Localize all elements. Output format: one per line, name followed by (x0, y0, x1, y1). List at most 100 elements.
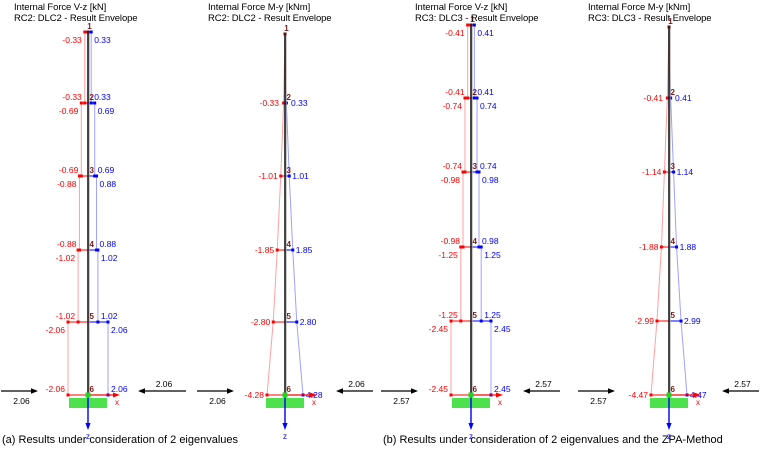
node-number: 1 (668, 17, 673, 26)
value-label: 2.06 (111, 325, 128, 335)
force-value-label: 2.06 (209, 396, 226, 406)
envelope-marker (271, 320, 275, 324)
base-node-marker (468, 392, 474, 398)
node-number: 4 (287, 240, 292, 249)
value-label: -0.33 (260, 98, 280, 108)
force-arrow-head (523, 388, 530, 394)
top-node-marker (86, 30, 90, 34)
panel-title-my-rc2: Internal Force M-y [kNm] RC2: DLC2 - Res… (208, 2, 332, 24)
value-label: 0.41 (477, 87, 494, 97)
node-number: 5 (671, 311, 676, 320)
value-label: -4.47 (629, 390, 649, 400)
value-label: -1.25 (438, 250, 458, 260)
envelope-marker (475, 96, 479, 100)
envelope-marker (672, 170, 676, 174)
value-label: -2.06 (46, 325, 66, 335)
node-number: 1 (87, 22, 92, 31)
z-axis-label: z (469, 432, 473, 441)
caption-b: (b) Results under consideration of 2 eig… (383, 434, 723, 446)
force-arrow-head (722, 388, 729, 394)
z-axis-arrowhead (282, 423, 288, 430)
value-label: -1.01 (258, 171, 278, 181)
envelope-marker (675, 245, 679, 249)
envelope-marker (287, 174, 291, 178)
envelope-marker (66, 393, 70, 397)
node-number: 3 (671, 162, 676, 171)
value-label: 0.41 (675, 93, 692, 103)
value-label: -2.99 (635, 316, 655, 326)
envelope-marker (659, 245, 663, 249)
node-number: 3 (287, 166, 292, 175)
node-number: 6 (671, 385, 676, 394)
node-number: 4 (90, 240, 95, 249)
panel-title-line2: RC2: DLC2 - Result Envelope (208, 13, 332, 24)
envelope-marker (83, 30, 87, 34)
node-number: 5 (287, 312, 292, 321)
envelope-marker (282, 101, 286, 105)
value-label: -2.06 (46, 384, 66, 394)
value-label: -0.41 (445, 87, 465, 97)
envelope-marker (106, 320, 110, 324)
node-number: 1 (470, 15, 475, 24)
envelope-marker (461, 170, 465, 174)
envelope-marker (649, 393, 653, 397)
envelope-marker (662, 170, 666, 174)
value-label: 0.74 (480, 101, 497, 111)
value-label: -2.80 (251, 317, 271, 327)
caption-a: (a) Results under consideration of 2 eig… (2, 434, 239, 446)
value-label: -0.69 (59, 165, 79, 175)
value-label: -1.25 (438, 310, 458, 320)
value-label: 1.02 (101, 253, 118, 263)
value-label: 1.88 (680, 242, 697, 252)
node-number: 4 (671, 237, 676, 246)
node-number: 6 (473, 385, 478, 394)
z-axis-label: z (667, 432, 671, 441)
node-number: 2 (671, 88, 676, 97)
panel-title-vz-rc3: Internal Force V-z [kN] RC3: DLC3 - Resu… (415, 2, 539, 24)
value-label: 2.06 (111, 384, 128, 394)
value-label: 0.98 (482, 236, 499, 246)
force-arrow-head (138, 388, 145, 394)
value-label: 0.33 (94, 92, 111, 102)
x-axis-label: x (312, 398, 316, 407)
value-label: -0.41 (644, 93, 664, 103)
envelope-marker (459, 245, 463, 249)
node-number: 5 (473, 311, 478, 320)
z-axis-arrowhead (468, 423, 474, 430)
value-label: 2.80 (300, 317, 317, 327)
value-label: -0.88 (57, 239, 77, 249)
node-number: 2 (287, 93, 292, 102)
value-label: -0.33 (62, 35, 82, 45)
node-number: 3 (90, 166, 95, 175)
envelope-marker (463, 96, 467, 100)
value-label: 2.99 (684, 316, 701, 326)
force-value-label: 2.57 (734, 379, 751, 389)
x-axis-label: x (696, 398, 700, 407)
envelope-marker (669, 96, 673, 100)
base-node-marker (282, 392, 288, 398)
envelope-marker (76, 248, 80, 252)
value-label: 0.69 (98, 106, 115, 116)
value-label: -1.02 (56, 311, 76, 321)
value-label: 0.33 (94, 35, 111, 45)
value-label: -4.28 (245, 390, 265, 400)
envelope-marker (66, 320, 70, 324)
value-label: -0.41 (445, 28, 465, 38)
envelope-marker (655, 319, 659, 323)
value-label: 1.25 (484, 310, 501, 320)
envelope-pos-line (668, 26, 688, 396)
value-label: -2.45 (429, 324, 449, 334)
value-label: 1.85 (296, 245, 313, 255)
x-axis-arrowhead (310, 392, 317, 398)
value-label: 2.45 (494, 324, 511, 334)
envelope-marker (96, 248, 100, 252)
value-label: -1.85 (255, 245, 275, 255)
force-arrow-head (411, 388, 418, 394)
z-axis-arrowhead (85, 423, 91, 430)
envelope-marker (291, 248, 295, 252)
envelope-marker (479, 245, 483, 249)
force-value-label: 2.57 (393, 396, 410, 406)
envelope-marker (265, 393, 269, 397)
envelope-marker (449, 393, 453, 397)
value-label: -0.98 (441, 175, 461, 185)
